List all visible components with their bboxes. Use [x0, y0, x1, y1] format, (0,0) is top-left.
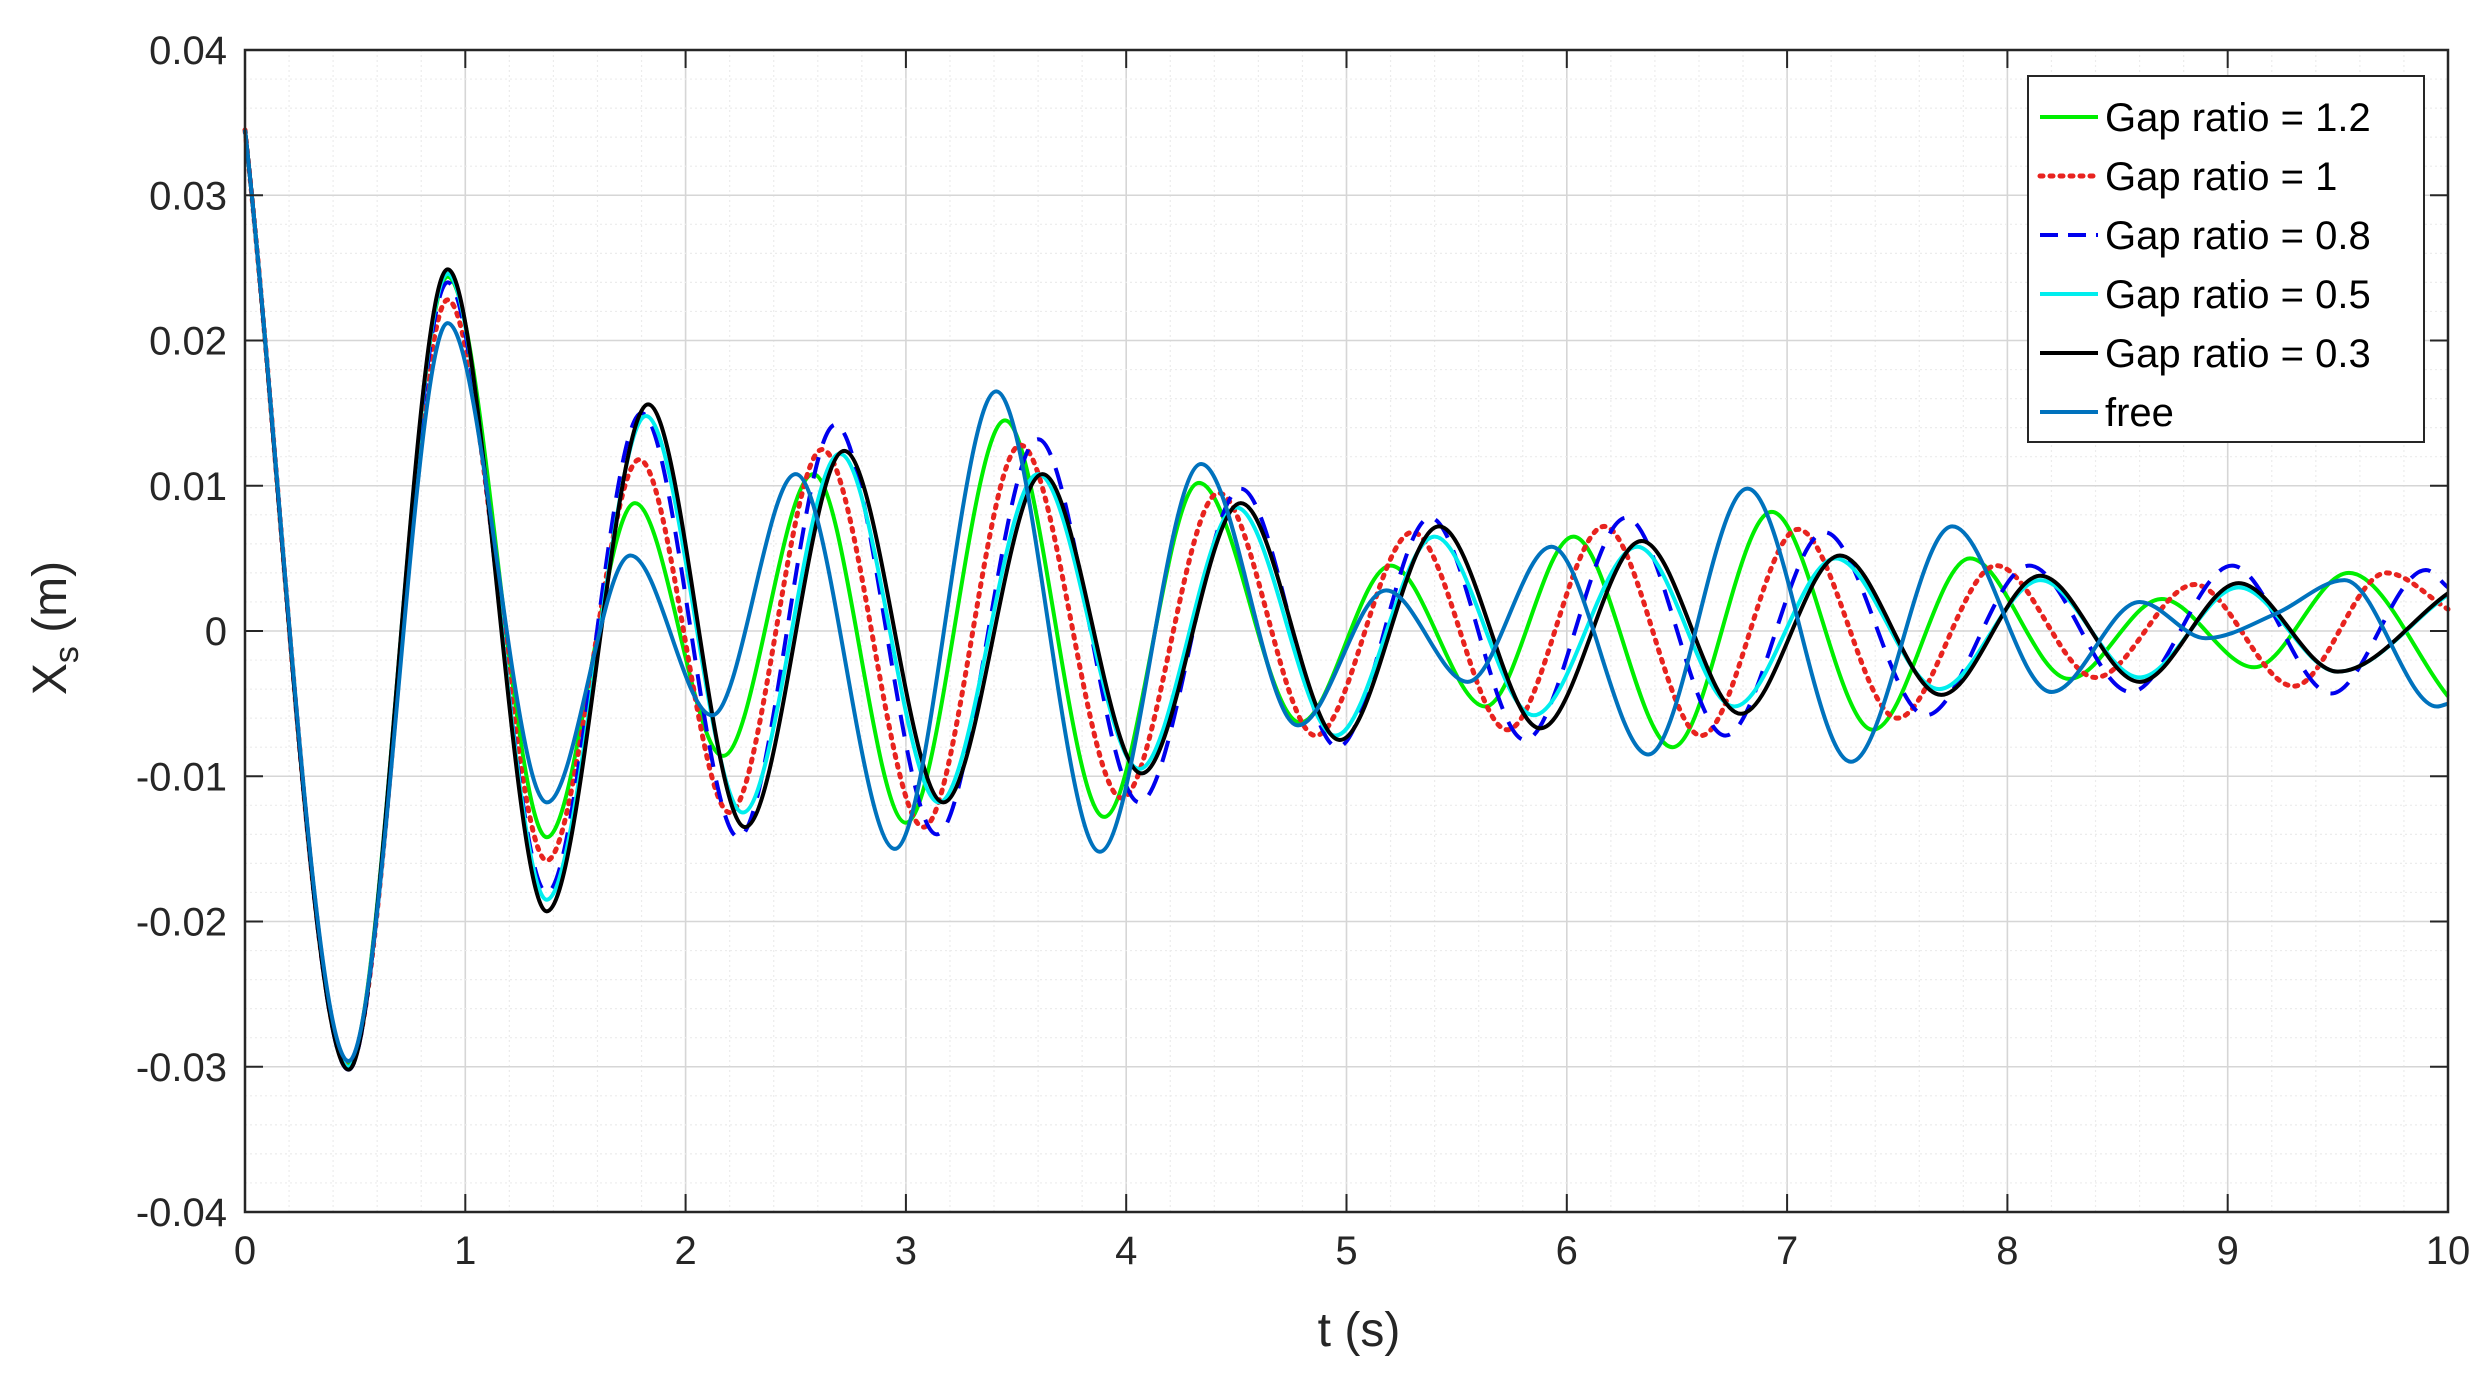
legend-item: free — [2040, 391, 2174, 435]
legend-item: Gap ratio = 0.8 — [2040, 214, 2371, 258]
x-tick-label: 3 — [895, 1229, 917, 1273]
x-tick-label: 2 — [674, 1229, 696, 1273]
x-tick-label: 7 — [1776, 1229, 1798, 1273]
svg-text:Xs (m): Xs (m) — [24, 561, 86, 695]
legend-item: Gap ratio = 0.3 — [2040, 332, 2371, 376]
y-axis-title-space — [24, 633, 77, 646]
series-lines — [242, 127, 2451, 1072]
y-tick-label: 0.01 — [149, 465, 227, 509]
x-tick-label: 5 — [1335, 1229, 1357, 1273]
y-tick-label: 0 — [205, 610, 227, 654]
y-axis-title: Xs (m) — [24, 561, 86, 695]
legend: Gap ratio = 1.2 Gap ratio = 1 Gap ratio = … — [2027, 75, 2425, 443]
legend-label: Gap ratio = 0.5 — [2105, 273, 2371, 317]
y-axis-title-subscript: s — [48, 646, 86, 663]
x-tick-label: 6 — [1556, 1229, 1578, 1273]
legend-label: Gap ratio = 0.3 — [2105, 332, 2371, 376]
x-tick-label: 0 — [234, 1229, 256, 1273]
x-tick-label: 1 — [454, 1229, 476, 1273]
y-tick-label: 0.02 — [149, 320, 227, 364]
legend-label: Gap ratio = 1.2 — [2105, 96, 2371, 140]
y-tick-label: -0.03 — [136, 1046, 227, 1090]
y-tick-label: -0.01 — [136, 755, 227, 799]
axis-ticks — [244, 49, 2449, 1213]
legend-item: Gap ratio = 0.5 — [2040, 273, 2371, 317]
y-tick-label: -0.04 — [136, 1191, 227, 1235]
x-tick-label: 8 — [1996, 1229, 2018, 1273]
y-axis-title-main: X — [24, 663, 77, 695]
legend-box — [2027, 75, 2425, 443]
legend-label: Gap ratio = 0.8 — [2105, 214, 2371, 258]
y-tick-label: 0.04 — [149, 29, 227, 73]
y-tick-labels: -0.04 -0.03 -0.02 -0.01 0 0.01 0.02 0.03 0.04 — [136, 29, 227, 1235]
grid — [244, 49, 2449, 1213]
x-tick-labels: 0 1 2 3 4 5 6 7 8 9 10 — [234, 1229, 2470, 1273]
x-tick-label: 9 — [2217, 1229, 2239, 1273]
y-tick-label: -0.02 — [136, 901, 227, 945]
legend-label: Gap ratio = 1 — [2105, 155, 2337, 199]
x-tick-label: 10 — [2426, 1229, 2471, 1273]
series-line-5 — [243, 129, 2449, 1063]
x-axis-title: t (s) — [1318, 1304, 1401, 1357]
x-tick-label: 4 — [1115, 1229, 1137, 1273]
y-tick-label: 0.03 — [149, 174, 227, 218]
legend-item: Gap ratio = 1 — [2037, 155, 2337, 199]
legend-label: free — [2105, 391, 2174, 435]
legend-item: Gap ratio = 1.2 — [2040, 96, 2371, 140]
y-axis-title-unit: (m) — [24, 561, 77, 633]
